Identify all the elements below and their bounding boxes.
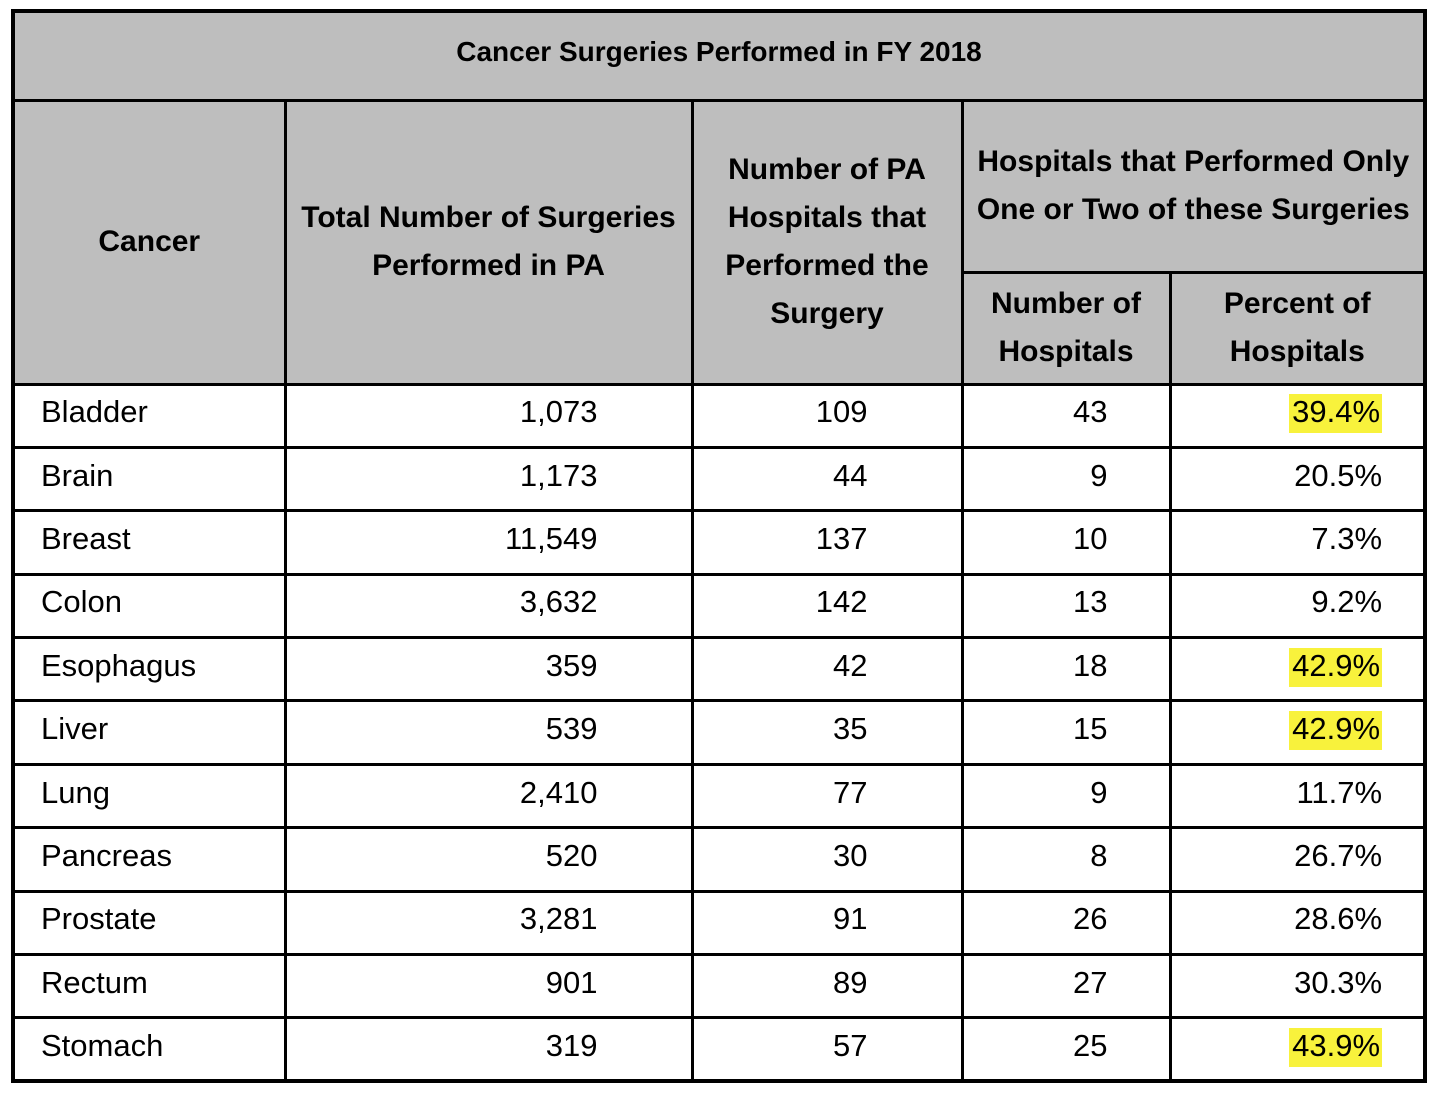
table-title-row: Cancer Surgeries Performed in FY 2018 bbox=[11, 9, 1427, 102]
one-two-count-cell: 9 bbox=[960, 445, 1172, 513]
table-row: Esophagus 359 42 18 42.9% bbox=[11, 636, 1427, 703]
total-surgeries-cell: 359 bbox=[283, 636, 694, 703]
table-row: Lung 2,410 77 9 11.7% bbox=[11, 762, 1427, 830]
one-two-count-cell: 15 bbox=[960, 699, 1172, 766]
total-surgeries-cell: 3,281 bbox=[283, 889, 694, 957]
total-surgeries-cell: 901 bbox=[283, 953, 694, 1020]
cancer-name-cell: Brain bbox=[11, 445, 287, 513]
table-body: Bladder 1,073 109 43 39.4% Brain 1,173 44 9 20.5%… bbox=[11, 382, 1427, 1083]
table-row: Bladder 1,073 109 43 39.4% bbox=[11, 382, 1427, 449]
cancer-name-cell: Bladder bbox=[11, 382, 287, 449]
hospitals-performed-cell: 77 bbox=[690, 762, 964, 830]
one-two-count-cell: 26 bbox=[960, 889, 1172, 957]
one-two-percent-cell: 39.4% bbox=[1168, 382, 1427, 449]
one-two-count-cell: 8 bbox=[960, 826, 1172, 893]
one-two-percent-cell: 42.9% bbox=[1168, 636, 1427, 703]
table-row: Brain 1,173 44 9 20.5% bbox=[11, 445, 1427, 513]
table-row: Liver 539 35 15 42.9% bbox=[11, 699, 1427, 766]
table-row: Rectum 901 89 27 30.3% bbox=[11, 953, 1427, 1020]
one-two-count-cell: 43 bbox=[960, 382, 1172, 449]
one-two-percent-cell: 7.3% bbox=[1168, 509, 1427, 576]
hospitals-performed-cell: 109 bbox=[690, 382, 964, 449]
total-surgeries-cell: 520 bbox=[283, 826, 694, 893]
column-header-percent-of-hospitals: Percent of Hospitals bbox=[1168, 271, 1427, 386]
table-row: Prostate 3,281 91 26 28.6% bbox=[11, 889, 1427, 957]
total-surgeries-cell: 539 bbox=[283, 699, 694, 766]
one-two-count-cell: 10 bbox=[960, 509, 1172, 576]
one-two-percent-cell: 28.6% bbox=[1168, 889, 1427, 957]
hospitals-performed-cell: 44 bbox=[690, 445, 964, 513]
total-surgeries-cell: 2,410 bbox=[283, 762, 694, 830]
one-two-count-cell: 9 bbox=[960, 762, 1172, 830]
one-two-percent-cell: 20.5% bbox=[1168, 445, 1427, 513]
highlight-mark: 43.9% bbox=[1289, 1027, 1383, 1067]
hospitals-performed-cell: 89 bbox=[690, 953, 964, 1020]
total-surgeries-cell: 319 bbox=[283, 1016, 694, 1083]
table-row: Pancreas 520 30 8 26.7% bbox=[11, 826, 1427, 893]
one-two-percent-cell: 43.9% bbox=[1168, 1016, 1427, 1083]
total-surgeries-cell: 11,549 bbox=[283, 509, 694, 576]
total-surgeries-cell: 1,173 bbox=[283, 445, 694, 513]
highlight-mark: 42.9% bbox=[1289, 647, 1383, 687]
cancer-surgeries-table: Cancer Surgeries Performed in FY 2018 Ca… bbox=[11, 9, 1428, 1084]
column-header-number-of-hospitals: Number of Hospitals bbox=[960, 271, 1172, 386]
column-header-hospitals-performed: Number of PA Hospitals that Performed th… bbox=[690, 98, 964, 386]
cancer-name-cell: Liver bbox=[11, 699, 287, 766]
one-two-count-cell: 13 bbox=[960, 572, 1172, 640]
total-surgeries-cell: 1,073 bbox=[283, 382, 694, 449]
total-surgeries-cell: 3,632 bbox=[283, 572, 694, 640]
hospitals-performed-cell: 91 bbox=[690, 889, 964, 957]
hospitals-performed-cell: 57 bbox=[690, 1016, 964, 1083]
header-row-sub: Number of Hospitals Percent of Hospitals bbox=[13, 271, 1427, 386]
hospitals-performed-cell: 35 bbox=[690, 699, 964, 766]
one-two-percent-cell: 11.7% bbox=[1168, 762, 1427, 830]
header-row-top: Cancer Total Number of Surgeries Perform… bbox=[11, 98, 1427, 386]
one-two-count-cell: 27 bbox=[960, 953, 1172, 1020]
one-two-percent-cell: 42.9% bbox=[1168, 699, 1427, 766]
cancer-name-cell: Pancreas bbox=[11, 826, 287, 893]
highlight-mark: 39.4% bbox=[1289, 394, 1383, 434]
cancer-name-cell: Stomach bbox=[11, 1016, 287, 1083]
cancer-name-cell: Rectum bbox=[11, 953, 287, 1020]
hospitals-performed-cell: 30 bbox=[690, 826, 964, 893]
one-two-count-cell: 18 bbox=[960, 636, 1172, 703]
one-two-percent-cell: 26.7% bbox=[1168, 826, 1427, 893]
cancer-name-cell: Breast bbox=[11, 509, 287, 576]
highlight-mark: 42.9% bbox=[1289, 711, 1383, 751]
table-header: Cancer Surgeries Performed in FY 2018 Ca… bbox=[11, 9, 1427, 386]
hospitals-performed-cell: 137 bbox=[690, 509, 964, 576]
hospitals-performed-cell: 142 bbox=[690, 572, 964, 640]
hospitals-performed-cell: 42 bbox=[690, 636, 964, 703]
one-two-percent-cell: 9.2% bbox=[1168, 572, 1427, 640]
cancer-name-cell: Esophagus bbox=[11, 636, 287, 703]
table-row: Stomach 319 57 25 43.9% bbox=[11, 1016, 1427, 1083]
column-header-one-or-two-group: Hospitals that Performed Only One or Two… bbox=[960, 98, 1427, 274]
table-row: Colon 3,632 142 13 9.2% bbox=[11, 572, 1427, 640]
table-row: Breast 11,549 137 10 7.3% bbox=[11, 509, 1427, 576]
cancer-name-cell: Lung bbox=[11, 762, 287, 830]
one-two-percent-cell: 30.3% bbox=[1168, 953, 1427, 1020]
one-two-count-cell: 25 bbox=[960, 1016, 1172, 1083]
column-header-cancer: Cancer bbox=[11, 98, 287, 386]
cancer-name-cell: Colon bbox=[11, 572, 287, 640]
table-title: Cancer Surgeries Performed in FY 2018 bbox=[11, 9, 1427, 102]
column-header-total-surgeries: Total Number of Surgeries Performed in P… bbox=[283, 98, 694, 386]
cancer-name-cell: Prostate bbox=[11, 889, 287, 957]
